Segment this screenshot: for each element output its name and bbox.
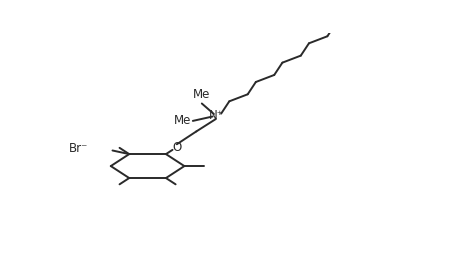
Text: O: O: [172, 141, 181, 153]
Text: N⁺: N⁺: [208, 109, 223, 122]
Text: Me: Me: [193, 88, 210, 101]
Text: Br⁻: Br⁻: [69, 142, 88, 155]
Text: Me: Me: [173, 115, 191, 127]
